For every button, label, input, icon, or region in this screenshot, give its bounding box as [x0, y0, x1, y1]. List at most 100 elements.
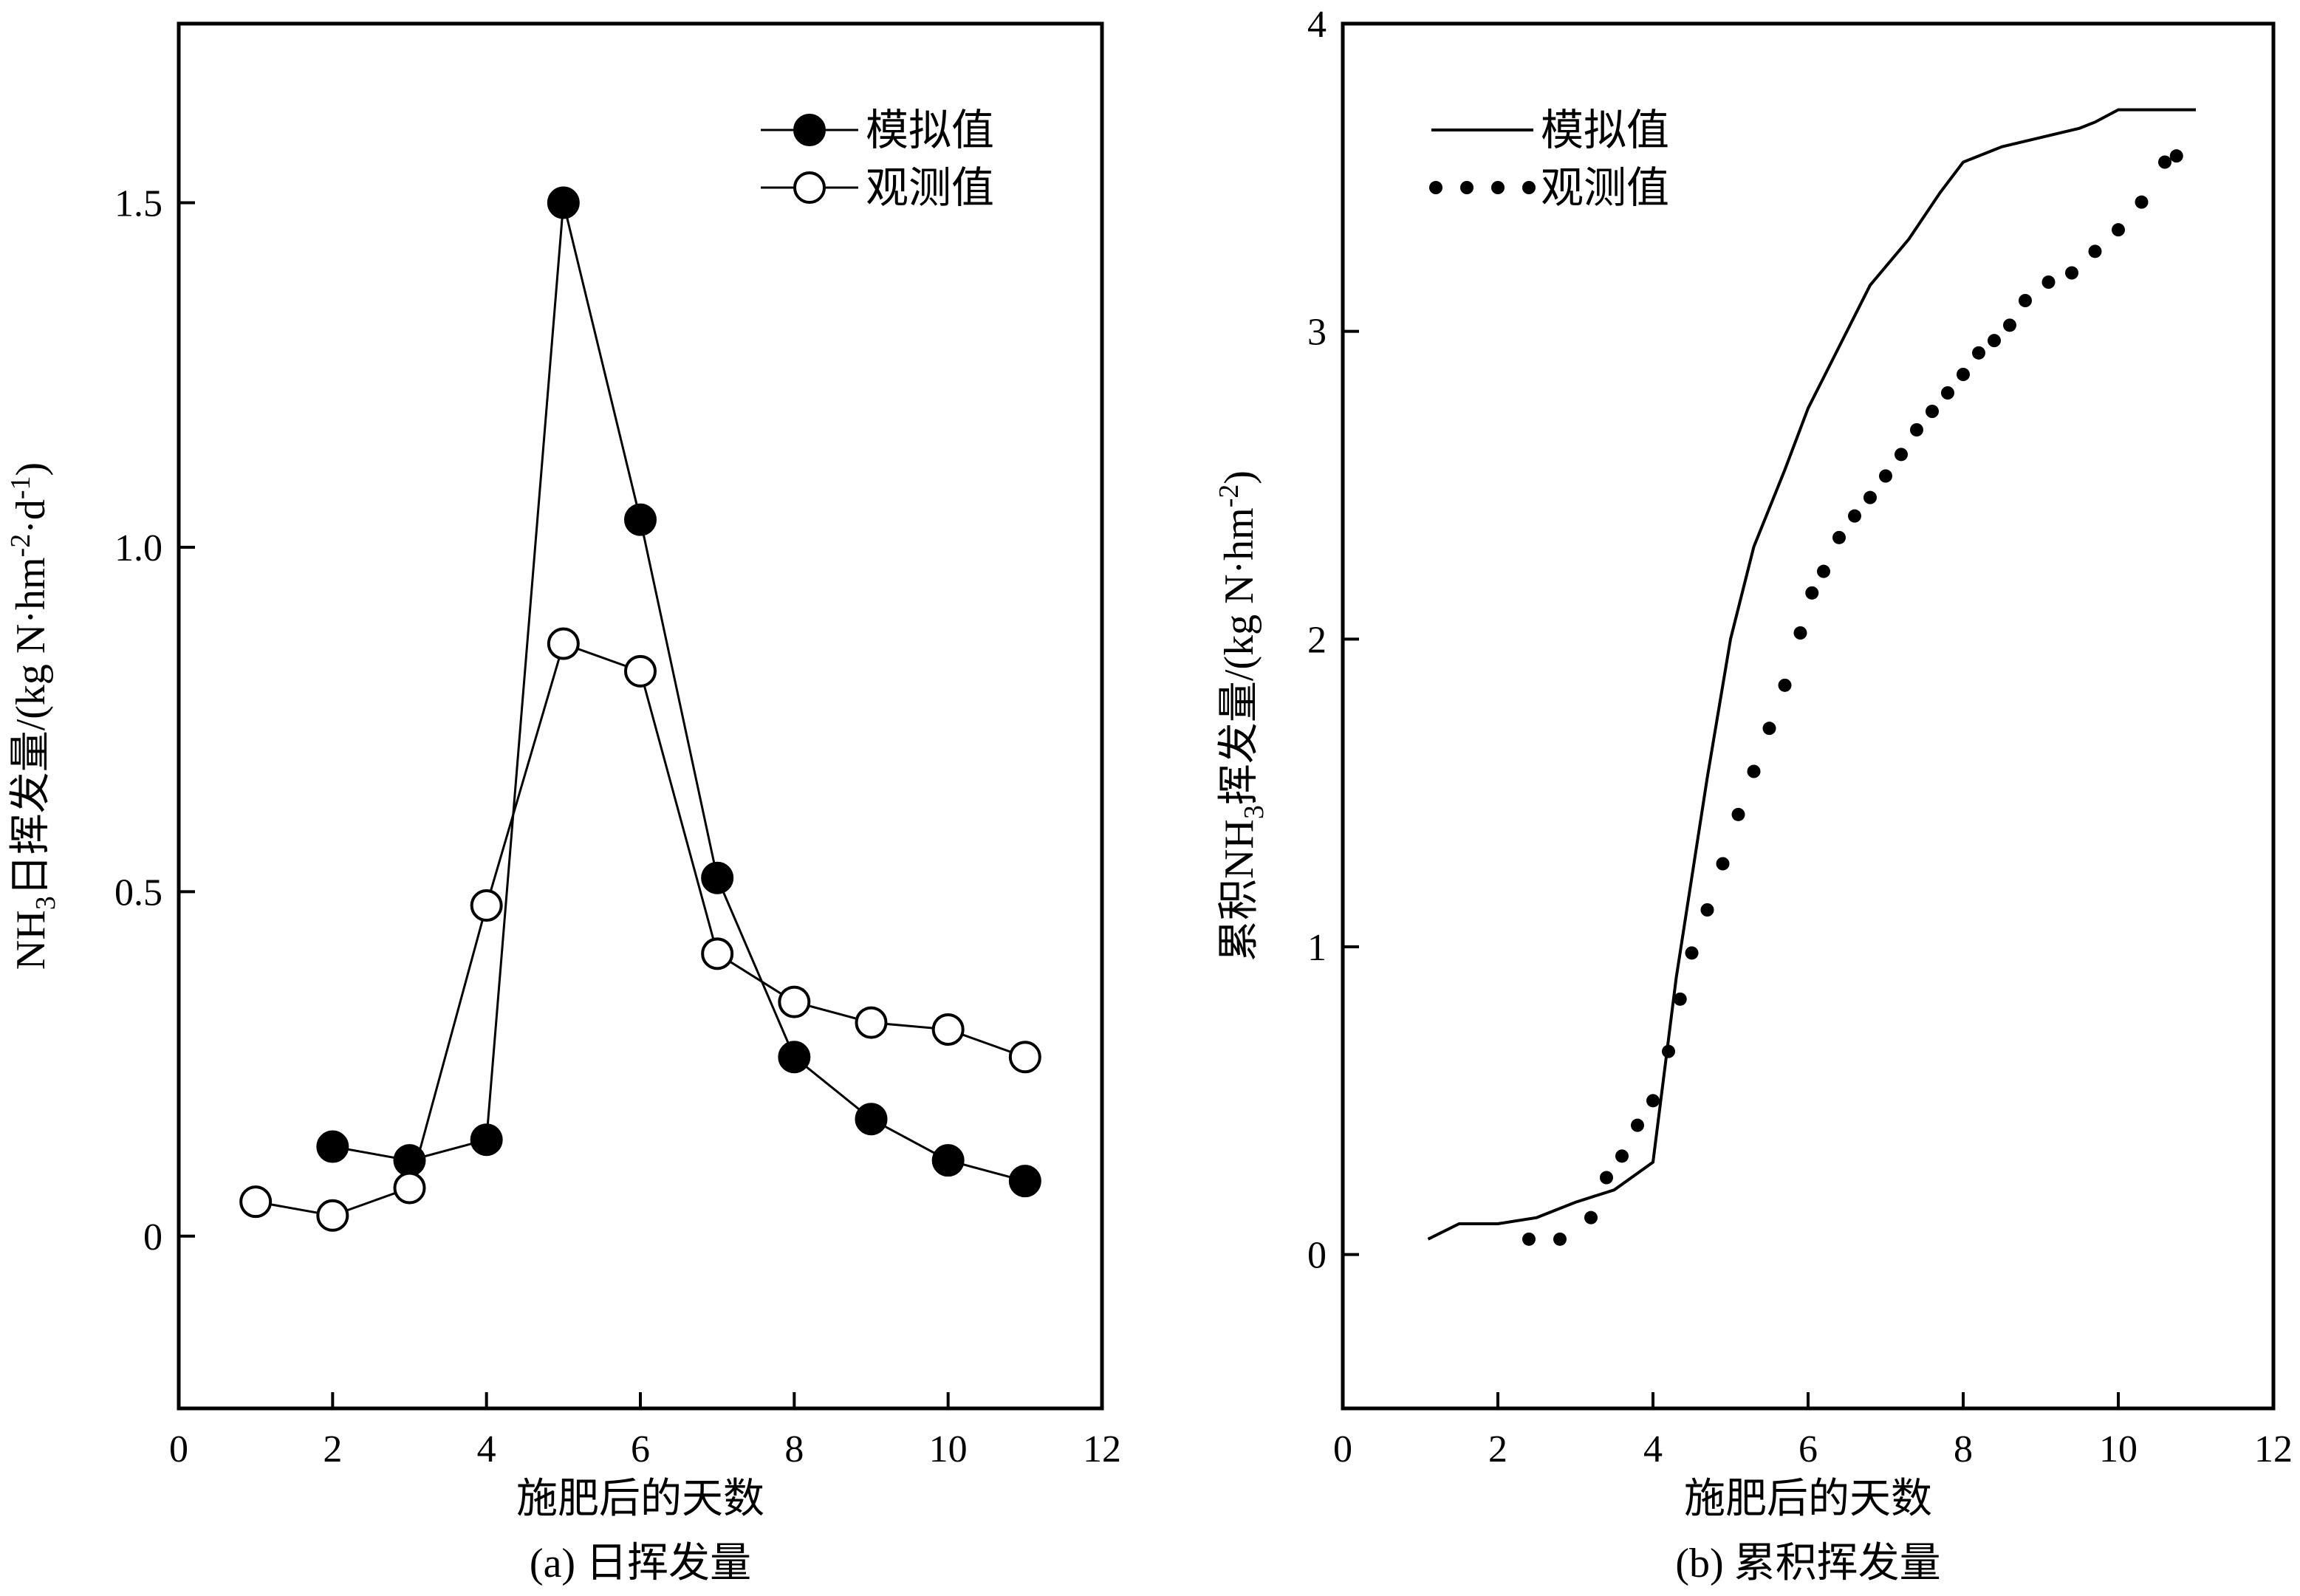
x-tick-label: 4: [477, 1428, 496, 1470]
plot-frame: [177, 21, 1104, 1411]
data-point: [1615, 1149, 1629, 1163]
y-axis-label: 累积NH3挥发量/(kg N·hm-2): [1214, 470, 1270, 962]
y-tick-label: 0.5: [114, 871, 162, 914]
legend-marker: [1429, 181, 1442, 194]
legend-marker: [1522, 181, 1536, 194]
data-point: [701, 861, 734, 894]
data-point: [624, 654, 657, 688]
data-point: [1848, 509, 1861, 523]
legend-marker: [1460, 181, 1474, 194]
data-point: [1832, 530, 1846, 544]
data-point: [701, 937, 734, 970]
data-point: [778, 1041, 811, 1074]
data-point: [1731, 807, 1745, 821]
data-point: [1673, 992, 1687, 1006]
data-point: [1817, 564, 1830, 578]
data-point: [1646, 1094, 1660, 1108]
data-point: [1700, 903, 1714, 917]
data-point: [1685, 946, 1699, 960]
data-point: [1910, 423, 1923, 436]
x-axis-label: 施肥后的天数: [516, 1476, 764, 1522]
legend-item: 模拟值: [761, 106, 994, 154]
x-tick-label: 8: [784, 1428, 804, 1470]
data-point: [316, 1199, 349, 1232]
data-point: [931, 1013, 965, 1046]
data-point: [1008, 1165, 1041, 1198]
x-tick-label: 6: [1798, 1428, 1818, 1470]
x-tick-label: 8: [1954, 1428, 1973, 1470]
x-tick-label: 0: [1333, 1428, 1352, 1470]
data-point: [778, 985, 811, 1018]
data-point: [1762, 722, 1776, 736]
legend-marker: [793, 114, 826, 146]
x-tick-label: 2: [323, 1428, 342, 1470]
chart-caption: (a) 日挥发量: [530, 1541, 751, 1586]
y-axis-label: NH3日挥发量/(kg N·hm-2·d-1): [5, 462, 61, 970]
data-point: [1895, 448, 1908, 462]
y-tick-label: 2: [1307, 619, 1327, 661]
data-point: [547, 186, 580, 219]
x-tick-label: 0: [169, 1428, 188, 1470]
x-tick-label: 12: [2254, 1428, 2293, 1470]
legend-item: 观测值: [1429, 164, 1669, 212]
data-point: [2169, 149, 2183, 163]
data-point: [855, 1006, 888, 1039]
data-point: [1600, 1171, 1613, 1185]
data-point: [2065, 266, 2078, 280]
data-point: [931, 1144, 965, 1177]
data-point: [1957, 368, 1970, 381]
data-point: [2158, 155, 2171, 169]
chart-caption: (b) 累积挥发量: [1675, 1541, 1940, 1586]
data-point: [1941, 386, 1954, 400]
data-point: [2112, 223, 2125, 237]
y-tick-label: 0: [143, 1216, 162, 1258]
series-simulated: [1427, 108, 2196, 1241]
chart-a: 0 2 4 6 8 10 12 0 0.5 1.0 1.5 施肥后的天数 (a) 日挥发量 NH3日挥发量…: [5, 21, 1121, 1586]
data-point: [470, 889, 503, 922]
legend-label: 观测值: [1541, 164, 1669, 212]
y-tick-label: 0: [1307, 1235, 1327, 1277]
legend-label: 模拟值: [866, 106, 994, 154]
series-observed: [239, 627, 1041, 1232]
data-point: [624, 503, 657, 536]
data-point: [1805, 586, 1819, 600]
data-point: [1863, 490, 1877, 504]
series-simulated: [316, 186, 1041, 1198]
data-point: [2135, 195, 2149, 209]
y-tick-label: 1: [1307, 927, 1327, 969]
series-line: [1427, 108, 2196, 1241]
legend-marker: [793, 171, 826, 204]
data-point: [855, 1103, 888, 1136]
data-point: [1926, 405, 1939, 418]
legend-label: 模拟值: [1541, 106, 1669, 154]
y-tick-label: 4: [1307, 4, 1327, 46]
data-point: [1584, 1210, 1598, 1225]
legend-item: 观测值: [761, 164, 994, 212]
x-tick-label: 4: [1643, 1428, 1663, 1470]
plot-frame: [1341, 21, 2276, 1411]
data-point: [1662, 1044, 1675, 1058]
data-point: [1716, 857, 1730, 871]
data-point: [2019, 294, 2032, 307]
x-tick-label: 12: [1083, 1428, 1121, 1470]
legend-marker: [1491, 181, 1505, 194]
data-point: [2003, 318, 2016, 332]
data-point: [316, 1130, 349, 1163]
series-line: [255, 642, 1026, 1217]
y-tick-label: 3: [1307, 312, 1327, 354]
data-point: [239, 1185, 273, 1219]
data-point: [1972, 346, 1985, 360]
x-axis-label: 施肥后的天数: [1684, 1476, 1932, 1522]
series-line: [332, 202, 1026, 1182]
y-tick-label: 1.0: [114, 527, 162, 569]
data-point: [1631, 1118, 1644, 1132]
data-point: [393, 1171, 426, 1205]
data-point: [2088, 244, 2102, 258]
data-point: [1522, 1232, 1536, 1246]
data-point: [1008, 1041, 1041, 1074]
data-point: [1747, 764, 1761, 778]
